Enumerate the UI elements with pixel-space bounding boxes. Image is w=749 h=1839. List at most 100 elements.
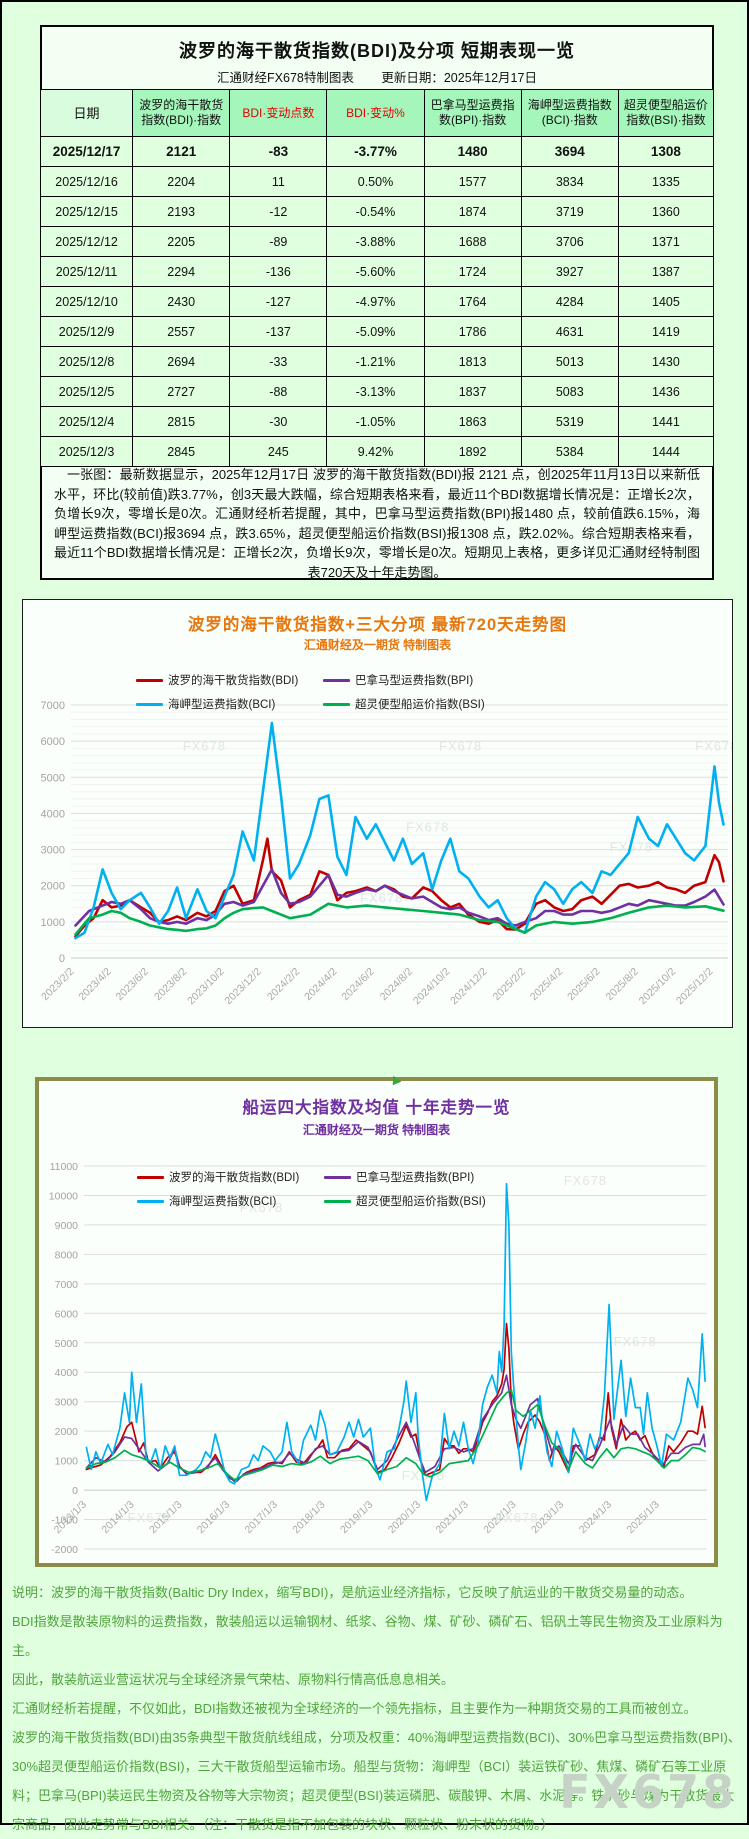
value-cell: 1308: [617, 136, 715, 167]
value-cell: 1724: [423, 256, 522, 287]
date-cell: 2025/12/3: [39, 436, 134, 467]
y-axis-label: 9000: [55, 1220, 79, 1232]
table-row: 2025/12/8 2694 -33 -1.21% 1813 5013 1430: [39, 346, 715, 377]
y-axis-label: 1000: [41, 917, 65, 929]
y-axis-label: 7000: [55, 1279, 79, 1291]
legend-label: 波罗的海干散货指数(BDI): [168, 675, 299, 687]
value-cell: 3719: [520, 196, 619, 227]
value-cell: -89: [229, 226, 328, 257]
x-axis-label: 2024/1/3: [577, 1499, 614, 1536]
value-cell: 1892: [423, 436, 522, 467]
legend-label: 海岬型运费指数(BCI): [168, 699, 276, 711]
x-axis-label: 2021/1/3: [434, 1499, 471, 1536]
x-axis-label: 2023/8/2: [152, 966, 189, 1003]
value-cell: 0.50%: [326, 166, 425, 197]
y-axis-label: 4000: [55, 1367, 79, 1379]
chart-watermark: FX678: [564, 1173, 607, 1188]
value-cell: 1813: [423, 346, 522, 377]
value-cell: -83: [229, 136, 328, 167]
series-line: [74, 868, 725, 927]
legend-label: 超灵便型船运价指数(BSI): [356, 1196, 486, 1208]
series-line: [85, 1322, 706, 1483]
x-axis-label: 2023/12/2: [222, 966, 264, 1008]
summary-paragraph: 一张图：最新数据显示，2025年12月17日 波罗的海干散货指数(BDI)报 2…: [54, 467, 700, 580]
value-cell: 5083: [520, 376, 619, 407]
notes-block: 说明：波罗的海干散货指数(Baltic Dry Index，缩写BDI)，是航运…: [12, 1578, 744, 1839]
note-line: 汇通财经析若提醒，不仅如此，BDI指数还被视为全球经济的一个领先指标，且主要作为…: [12, 1701, 697, 1716]
table-row: 2025/12/5 2727 -88 -3.13% 1837 5083 1436: [39, 376, 715, 407]
value-cell: 1387: [617, 256, 715, 287]
column-header: 海岬型运费指数(BCI)·指数: [520, 89, 619, 137]
value-cell: 2204: [132, 166, 231, 197]
value-cell: 1436: [617, 376, 715, 407]
y-axis-label: 3000: [55, 1397, 79, 1409]
x-axis-label: 2025/12/2: [674, 966, 716, 1008]
legend-item: 海岬型运费指数(BCI): [137, 1189, 324, 1213]
legend-item: 巴拿马型运费指数(BPI): [324, 1165, 511, 1189]
value-cell: 4284: [520, 286, 619, 317]
chart-watermark: FX678: [614, 1334, 657, 1349]
table-header-row: 日期 波罗的海干散货指数(BDI)·指数 BDI·变动点数 BDI·变动% 巴拿马型运费…: [39, 89, 715, 137]
x-axis-label: 2023/2/2: [39, 966, 76, 1003]
x-axis-label: 2025/8/2: [604, 966, 641, 1003]
y-axis-label: 6000: [55, 1308, 79, 1320]
value-cell: 1335: [617, 166, 715, 197]
chart-watermark: FX678: [128, 1510, 171, 1525]
chart-watermark: FX678: [240, 1200, 283, 1215]
series-line: [74, 721, 725, 940]
value-cell: 2557: [132, 316, 231, 347]
x-axis-label: 2018/1/3: [290, 1499, 327, 1536]
y-axis-label: 2000: [55, 1426, 79, 1438]
chart-10y-subtitle: 汇通财经及一期货 特制图表: [302, 1123, 451, 1137]
y-axis-label: 10000: [49, 1190, 78, 1202]
table-row: 2025/12/12 2205 -89 -3.88% 1688 3706 1371: [39, 226, 715, 257]
x-axis-label: 2025/6/2: [565, 966, 602, 1003]
legend-swatch-icon: [136, 702, 163, 706]
legend-item: 波罗的海干散货指数(BDI): [137, 1165, 324, 1189]
y-axis-label: 11000: [50, 1161, 79, 1173]
x-axis-label: 2025/1/3: [624, 1499, 661, 1536]
y-axis-label: 1000: [55, 1456, 79, 1468]
chart-720-title: 波罗的海干散货指数+三大分项 最新720天走势图: [187, 616, 568, 634]
chart-watermark: FX678: [495, 1510, 538, 1525]
chart-watermark: FX678: [406, 820, 449, 835]
value-cell: -33: [229, 346, 328, 377]
value-cell: 2205: [132, 226, 231, 257]
x-axis-label: 2019/1/3: [338, 1499, 375, 1536]
y-axis-label: 7000: [41, 700, 65, 712]
y-axis-label: 5000: [41, 772, 65, 784]
value-cell: -5.60%: [326, 256, 425, 287]
x-axis-label: 2023/10/2: [185, 966, 227, 1008]
date-cell: 2025/12/17: [39, 136, 134, 167]
legend-swatch-icon: [324, 1175, 351, 1179]
value-cell: 1360: [617, 196, 715, 227]
legend-label: 海岬型运费指数(BCI): [169, 1196, 277, 1208]
legend-swatch-icon: [323, 678, 350, 682]
value-cell: 4631: [520, 316, 619, 347]
legend-swatch-icon: [324, 1199, 351, 1203]
value-cell: -1.21%: [326, 346, 425, 377]
x-axis-label: 2016/1/3: [195, 1499, 232, 1536]
date-cell: 2025/12/16: [39, 166, 134, 197]
note-line: 波罗的海干散货指数(BDI)由35条典型干散货航线组成，分项及权重：40%海岬型…: [12, 1730, 741, 1832]
value-cell: 2727: [132, 376, 231, 407]
value-cell: -88: [229, 376, 328, 407]
table-row: 2025/12/17 2121 -83 -3.77% 1480 3694 1308: [39, 136, 715, 167]
legend-label: 巴拿马型运费指数(BPI): [355, 675, 474, 687]
table-row: 2025/12/4 2815 -30 -1.05% 1863 5319 1441: [39, 406, 715, 437]
legend-swatch-icon: [137, 1199, 164, 1203]
date-cell: 2025/12/8: [39, 346, 134, 377]
y-axis-label: 0: [72, 1485, 78, 1497]
value-cell: 1863: [423, 406, 522, 437]
chart-720-legend: 波罗的海干散货指数(BDI) 巴拿马型运费指数(BPI) 海岬型运费指数(BCI) 超…: [136, 668, 510, 716]
date-cell: 2025/12/4: [39, 406, 134, 437]
value-cell: -0.54%: [326, 196, 425, 227]
chart-10y-title: 船运四大指数及均值 十年走势一览: [242, 1099, 511, 1117]
column-header: BDI·变动点数: [229, 89, 328, 137]
x-axis-label: 2024/8/2: [378, 966, 415, 1003]
legend-item: 波罗的海干散货指数(BDI): [136, 668, 323, 692]
value-cell: 9.42%: [326, 436, 425, 467]
value-cell: 1371: [617, 226, 715, 257]
value-cell: 1688: [423, 226, 522, 257]
table-row: 2025/12/10 2430 -127 -4.97% 1764 4284 1405: [39, 286, 715, 317]
